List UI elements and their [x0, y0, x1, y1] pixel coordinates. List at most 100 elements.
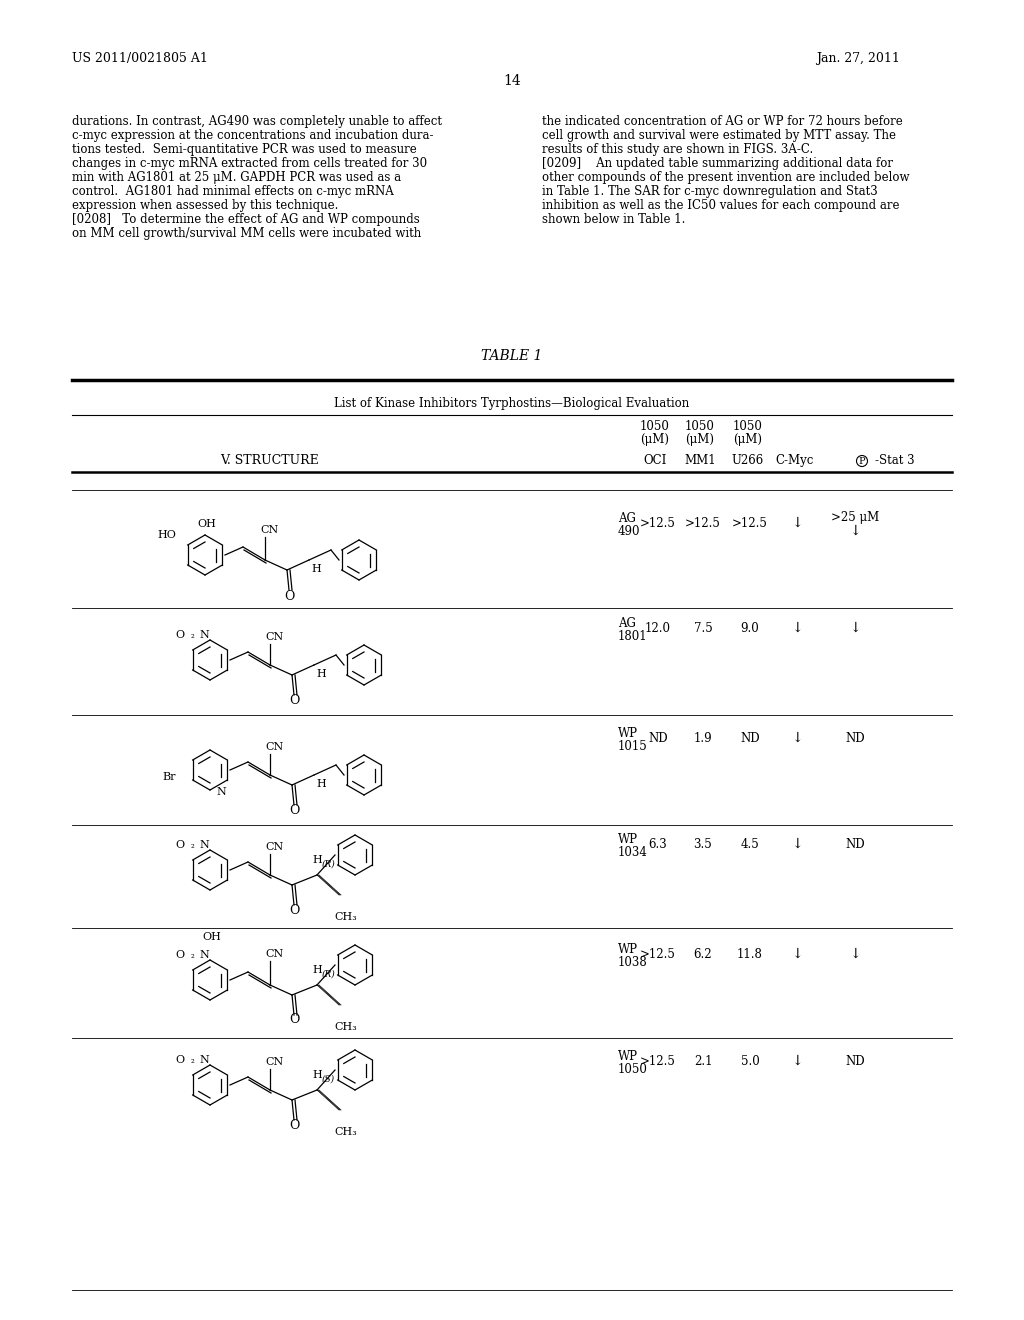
Text: 1.9: 1.9	[693, 733, 713, 744]
Text: P: P	[859, 457, 865, 466]
Text: ↓: ↓	[792, 516, 803, 531]
Text: ↓: ↓	[849, 524, 861, 539]
Text: H: H	[312, 965, 322, 975]
Text: ↓: ↓	[792, 1053, 803, 1068]
Text: 490: 490	[618, 525, 640, 539]
Text: CH₃: CH₃	[334, 1127, 356, 1137]
Text: 3.5: 3.5	[693, 838, 713, 851]
Text: tions tested.  Semi-quantitative PCR was used to measure: tions tested. Semi-quantitative PCR was …	[72, 143, 417, 156]
Text: O: O	[289, 904, 299, 917]
Text: O: O	[175, 840, 184, 850]
Text: WP: WP	[618, 727, 638, 741]
Text: (R): (R)	[322, 861, 336, 869]
Text: ₂: ₂	[191, 841, 195, 850]
Text: ₂: ₂	[191, 950, 195, 960]
Text: ↓: ↓	[849, 946, 861, 961]
Text: O: O	[175, 1055, 184, 1065]
Text: ↓: ↓	[792, 837, 803, 851]
Text: H: H	[312, 855, 322, 865]
Text: CN: CN	[260, 525, 279, 535]
Text: 6.3: 6.3	[648, 838, 668, 851]
Text: -Stat 3: -Stat 3	[874, 454, 914, 467]
Text: [0209]    An updated table summarizing additional data for: [0209] An updated table summarizing addi…	[542, 157, 893, 170]
Text: inhibition as well as the IC50 values for each compound are: inhibition as well as the IC50 values fo…	[542, 199, 899, 213]
Text: AG: AG	[618, 616, 636, 630]
Text: in Table 1. The SAR for c-myc downregulation and Stat3: in Table 1. The SAR for c-myc downregula…	[542, 185, 878, 198]
Text: 1050: 1050	[733, 420, 763, 433]
Text: V. STRUCTURE: V. STRUCTURE	[220, 454, 319, 467]
Text: changes in c-myc mRNA extracted from cells treated for 30: changes in c-myc mRNA extracted from cel…	[72, 157, 427, 170]
Text: O: O	[289, 1012, 299, 1026]
Text: WP: WP	[618, 833, 638, 846]
Text: O: O	[284, 590, 294, 603]
Text: CN: CN	[265, 1057, 284, 1067]
Text: List of Kinase Inhibitors Tyrphostins—Biological Evaluation: List of Kinase Inhibitors Tyrphostins—Bi…	[335, 397, 689, 411]
Text: AG: AG	[618, 512, 636, 525]
Text: N: N	[199, 950, 209, 960]
Text: WP: WP	[618, 1049, 638, 1063]
Text: ND: ND	[648, 733, 668, 744]
Text: CN: CN	[265, 632, 284, 642]
Text: O: O	[289, 694, 299, 708]
Text: ND: ND	[845, 838, 865, 851]
Text: ND: ND	[845, 733, 865, 744]
Text: 6.2: 6.2	[693, 948, 713, 961]
Text: H: H	[311, 564, 321, 574]
Text: Br: Br	[162, 772, 175, 781]
Text: durations. In contrast, AG490 was completely unable to affect: durations. In contrast, AG490 was comple…	[72, 115, 442, 128]
Text: ↓: ↓	[792, 620, 803, 635]
Text: ↓: ↓	[849, 620, 861, 635]
Text: >12.5: >12.5	[640, 948, 676, 961]
Text: (μM): (μM)	[640, 433, 670, 446]
Text: cell growth and survival were estimated by MTT assay. The: cell growth and survival were estimated …	[542, 129, 896, 143]
Text: ↓: ↓	[792, 946, 803, 961]
Text: CH₃: CH₃	[334, 912, 356, 921]
Text: ₂: ₂	[191, 1056, 195, 1065]
Text: US 2011/0021805 A1: US 2011/0021805 A1	[72, 51, 208, 65]
Text: 5.0: 5.0	[740, 1055, 760, 1068]
Text: >12.5: >12.5	[640, 1055, 676, 1068]
Text: 4.5: 4.5	[740, 838, 760, 851]
Text: 1801: 1801	[618, 630, 647, 643]
Text: 1034: 1034	[618, 846, 648, 859]
Text: 1015: 1015	[618, 741, 648, 752]
Text: ₂: ₂	[191, 631, 195, 640]
Text: O: O	[289, 804, 299, 817]
Text: MM1: MM1	[684, 454, 716, 467]
Text: >12.5: >12.5	[732, 517, 768, 531]
Text: TABLE 1: TABLE 1	[481, 348, 543, 363]
Text: N: N	[199, 840, 209, 850]
Text: (μM): (μM)	[685, 433, 715, 446]
Text: c-myc expression at the concentrations and incubation dura-: c-myc expression at the concentrations a…	[72, 129, 433, 143]
Text: (R): (R)	[322, 970, 336, 979]
Text: H: H	[312, 1071, 322, 1080]
Text: O: O	[175, 630, 184, 640]
Text: expression when assessed by this technique.: expression when assessed by this techniq…	[72, 199, 338, 213]
Text: on MM cell growth/survival MM cells were incubated with: on MM cell growth/survival MM cells were…	[72, 227, 421, 240]
Text: C-Myc: C-Myc	[776, 454, 814, 467]
Text: 7.5: 7.5	[693, 622, 713, 635]
Text: >25 μM: >25 μM	[830, 511, 880, 524]
Text: HO: HO	[157, 531, 176, 540]
Text: ND: ND	[740, 733, 760, 744]
Text: O: O	[289, 1119, 299, 1133]
Text: >12.5: >12.5	[685, 517, 721, 531]
Text: ND: ND	[845, 1055, 865, 1068]
Text: N: N	[199, 1055, 209, 1065]
Text: WP: WP	[618, 942, 638, 956]
Text: 1050: 1050	[640, 420, 670, 433]
Text: (S): (S)	[322, 1074, 335, 1084]
Text: other compounds of the present invention are included below: other compounds of the present invention…	[542, 172, 909, 183]
Text: [0208]   To determine the effect of AG and WP compounds: [0208] To determine the effect of AG and…	[72, 213, 420, 226]
Text: CN: CN	[265, 742, 284, 752]
Text: OCI: OCI	[643, 454, 667, 467]
Text: 2.1: 2.1	[693, 1055, 713, 1068]
Text: 9.0: 9.0	[740, 622, 760, 635]
Text: 11.8: 11.8	[737, 948, 763, 961]
Text: (μM): (μM)	[733, 433, 763, 446]
Text: ↓: ↓	[792, 731, 803, 744]
Text: 1050: 1050	[685, 420, 715, 433]
Text: CH₃: CH₃	[334, 1022, 356, 1032]
Text: 1038: 1038	[618, 956, 648, 969]
Text: min with AG1801 at 25 μM. GAPDH PCR was used as a: min with AG1801 at 25 μM. GAPDH PCR was …	[72, 172, 401, 183]
